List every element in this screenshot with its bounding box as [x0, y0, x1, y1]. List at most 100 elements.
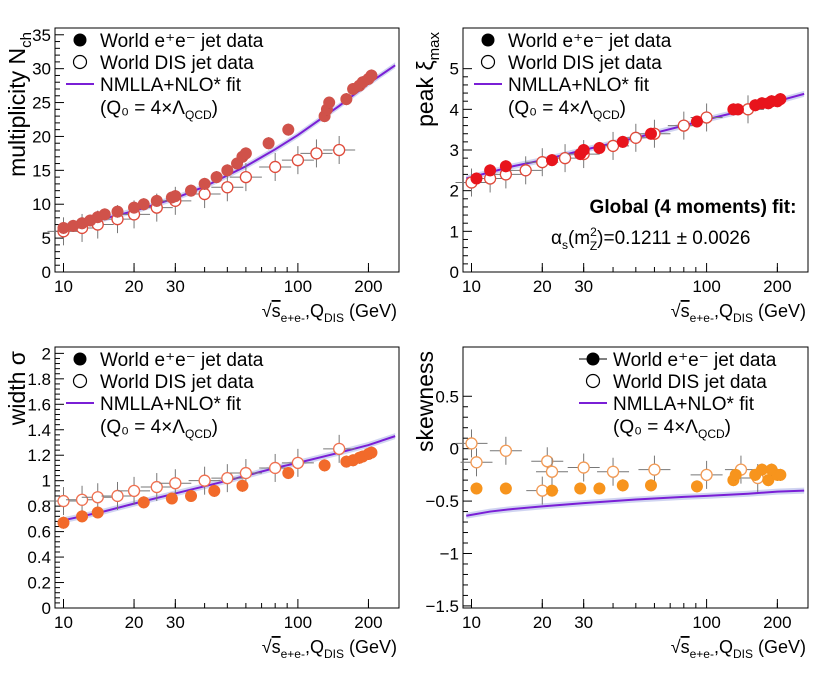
y-tick-label: 1 [42, 472, 51, 491]
x-tick-label: 100 [284, 277, 312, 296]
dis-point [75, 493, 89, 506]
x-axis-label: √se+e-,QDIS (GeV) [671, 301, 806, 325]
dis-point [677, 119, 690, 132]
legend-ee-label: World e⁺e⁻ jet data [100, 350, 264, 371]
y-tick-label: 0.4 [27, 548, 51, 567]
x-axis-label: √se+e-,QDIS (GeV) [262, 637, 397, 661]
x-tick-label: 10 [54, 277, 73, 296]
ee-point [185, 184, 198, 197]
ee-point [91, 506, 104, 519]
ee-point [365, 446, 378, 459]
ee-point [57, 221, 70, 234]
ee-point [318, 459, 331, 472]
x-tick-label: 100 [692, 277, 720, 296]
y-tick-label: 0 [42, 263, 51, 282]
ee-point [470, 482, 483, 495]
dis-point [700, 468, 713, 482]
y-tick-label: 1.6 [27, 395, 51, 414]
ee-point [499, 160, 512, 173]
dis-point [221, 471, 234, 485]
dis-point [629, 131, 642, 144]
y-tick-label: 1.2 [27, 446, 51, 465]
legend-q0-label: (Q₀ = 4×ΛQCD) [613, 417, 731, 441]
x-tick-label: 20 [533, 613, 552, 632]
ee-point [323, 96, 336, 109]
legend-dis-marker [480, 54, 496, 70]
y-tick-label: 0.6 [27, 523, 51, 542]
y-tick-label: 10 [32, 195, 51, 214]
ee-point [239, 147, 252, 160]
x-tick-label: 30 [574, 613, 593, 632]
x-tick-label: 100 [284, 613, 312, 632]
dis-point [221, 181, 234, 194]
dis-point [198, 187, 211, 201]
dis-point [333, 143, 346, 157]
y-tick-label: 35 [32, 26, 51, 45]
y-axis-label: peak ξmax [412, 32, 443, 127]
ee-point [282, 467, 295, 480]
dis-point [291, 456, 305, 470]
dis-point [150, 480, 163, 494]
legend-ee-marker [73, 352, 87, 366]
ee-point [137, 496, 150, 509]
legend-dis-marker [585, 373, 601, 389]
y-tick-label: 2 [42, 344, 51, 363]
x-tick-label: 30 [574, 277, 593, 296]
legend-ee-marker [73, 33, 87, 47]
y-tick-label: 25 [32, 94, 51, 113]
ee-point [484, 164, 497, 177]
dis-point [198, 474, 211, 487]
y-tick-label: 30 [32, 60, 51, 79]
x-tick-label: 20 [533, 277, 552, 296]
legend-dis-marker [72, 373, 88, 389]
x-tick-label: 200 [354, 277, 382, 296]
x-tick-label: 30 [166, 277, 185, 296]
y-tick-label: 5 [42, 229, 51, 248]
legend-ee-marker [481, 33, 495, 47]
dis-point [111, 489, 124, 503]
y-tick-label: 0.8 [27, 497, 51, 516]
y-axis-label: multiplicity Nch [4, 32, 35, 177]
ee-point [111, 205, 124, 218]
dis-point [333, 442, 346, 456]
ee-point [57, 516, 70, 529]
legend-fit-label: NMLLA+NLO* fit [100, 394, 242, 415]
y-tick-label: 3 [450, 141, 459, 160]
ee-point [165, 492, 178, 505]
dis-point [239, 170, 253, 184]
y-tick-label: 1 [450, 222, 459, 241]
y-tick-label: 4 [450, 100, 459, 119]
y-tick-label: 1.8 [27, 370, 51, 389]
legend-dis-marker [72, 54, 88, 70]
ee-point [150, 194, 163, 207]
panel-width: 0 0.2 0.4 0.6 0.8 1 1.2 1.4 1.6 1.8 2 10 20 30 100 200 √… [4, 344, 400, 661]
y-tick-label: 1.4 [27, 421, 51, 440]
x-tick-label: 200 [763, 613, 791, 632]
ee-point [137, 198, 150, 211]
ee-point [262, 137, 275, 150]
ee-point [470, 172, 483, 185]
x-axis-label: √se+e-,QDIS (GeV) [671, 637, 806, 661]
y-axis-label: width σ [4, 351, 30, 426]
dis-point [57, 494, 70, 508]
ee-point [731, 103, 744, 116]
legend-dis-label: World DIS jet data [100, 53, 254, 74]
x-axis-label: √se+e-,QDIS (GeV) [262, 301, 397, 325]
x-tick-label: 10 [462, 277, 481, 296]
ee-point [98, 208, 111, 221]
y-tick-label: 0 [42, 599, 51, 618]
dis-point [536, 156, 549, 169]
legend-q0-label: (Q₀ = 4×ΛQCD) [100, 417, 218, 441]
ee-point [365, 69, 378, 82]
dis-point [239, 466, 253, 480]
dis-point [269, 461, 282, 475]
legend-fit-label: NMLLA+NLO* fit [508, 75, 650, 96]
dis-point [577, 461, 590, 474]
dis-point [269, 160, 282, 174]
fit-curve [466, 489, 805, 517]
dis-point [465, 437, 478, 450]
dis-point [169, 477, 182, 490]
